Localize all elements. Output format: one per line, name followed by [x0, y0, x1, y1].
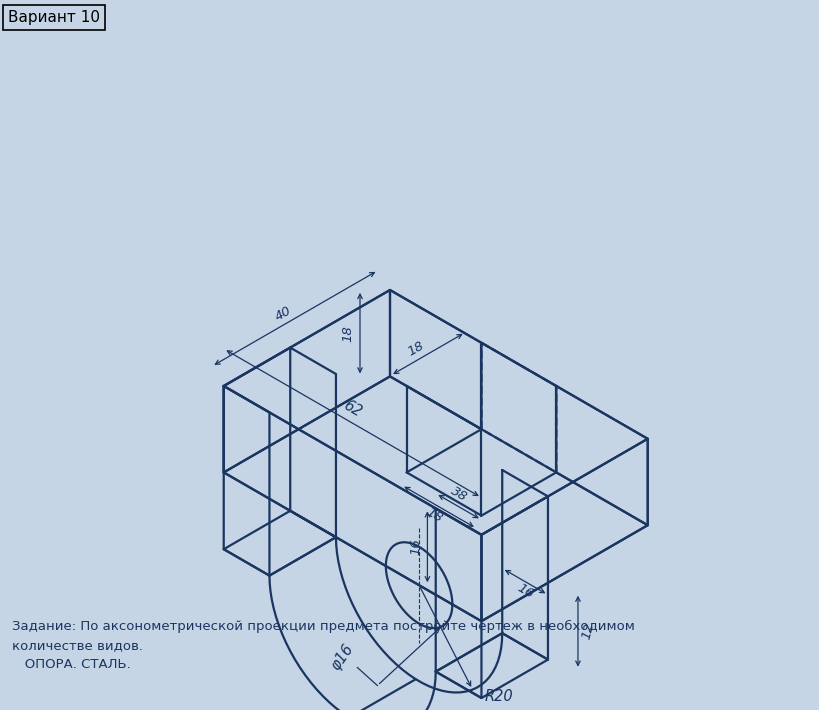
Text: 40: 40 — [273, 304, 293, 323]
Text: Задание: По аксонометрической проекции предмета постройте чертеж в необходимом
к: Задание: По аксонометрической проекции п… — [12, 620, 635, 671]
Text: 12: 12 — [580, 621, 596, 641]
Text: R20: R20 — [485, 689, 514, 704]
Text: 38: 38 — [448, 485, 469, 504]
Text: φ16: φ16 — [328, 642, 356, 673]
Text: 18: 18 — [423, 505, 445, 525]
Text: 18: 18 — [405, 339, 427, 359]
Text: 18: 18 — [342, 324, 355, 342]
Text: 16: 16 — [409, 538, 422, 555]
Text: Вариант 10: Вариант 10 — [8, 10, 100, 25]
Text: 62: 62 — [341, 398, 364, 420]
Text: 16: 16 — [514, 581, 536, 601]
